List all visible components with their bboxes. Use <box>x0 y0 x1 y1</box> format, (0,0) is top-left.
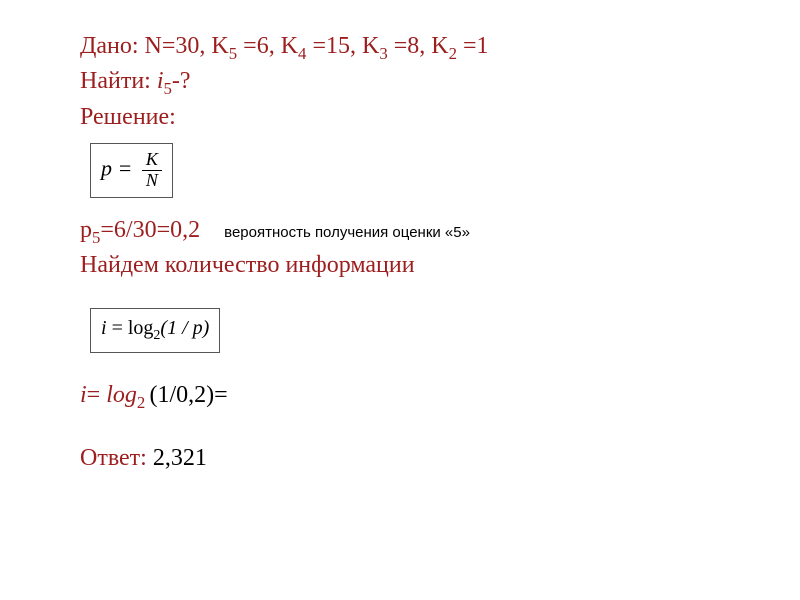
given-k4-var: K <box>281 33 298 59</box>
given-k3-val: =8, <box>388 33 426 59</box>
given-k5-sub: 5 <box>229 44 237 63</box>
given-k2-sub: 2 <box>449 44 457 63</box>
given-label: Дано: <box>80 33 139 59</box>
p5-expr: =6/30=0,2 <box>100 217 200 243</box>
formula-num: K <box>142 150 162 171</box>
formula2-eq: = log <box>107 317 154 339</box>
p5-line: p5=6/30=0,2 вероятность получения оценки… <box>80 214 740 249</box>
p5-var: p <box>80 217 92 243</box>
answer-value: 2,321 <box>147 445 207 471</box>
answer-label: Ответ: <box>80 445 147 471</box>
given-k2-var: K <box>431 33 448 59</box>
formula-p: p <box>101 156 112 181</box>
p5-note: вероятность получения оценки «5» <box>224 224 470 241</box>
find-label: Найти: <box>80 68 151 94</box>
calc-arg: (1/0,2)= <box>149 382 227 408</box>
given-k4-val: =15, <box>306 33 356 59</box>
given-k2-val: =1 <box>457 33 489 59</box>
calc-eq: = <box>87 382 107 408</box>
calc-sub: 2 <box>137 392 150 411</box>
find-q: -? <box>172 68 191 94</box>
find-var: i <box>157 68 164 94</box>
calc-i: i <box>80 382 87 408</box>
given-k3-var: K <box>362 33 379 59</box>
find-sub: 5 <box>164 79 172 98</box>
calc-line: i= log2 (1/0,2)= <box>80 379 740 414</box>
find-info-line: Найдем количество информации <box>80 249 740 281</box>
formula-information: i = log2(1 / p) <box>90 308 220 353</box>
calc-log: log <box>106 382 137 408</box>
given-k3-sub: 3 <box>379 44 387 63</box>
given-k5-var: K <box>211 33 228 59</box>
given-n: N=30, <box>145 33 206 59</box>
formula-eq: = <box>112 156 138 181</box>
given-line: Дано: N=30, K5 =6, K4 =15, K3 =8, K2 =1 <box>80 30 740 65</box>
formula-probability: p = KN <box>90 143 173 198</box>
find-line: Найти: i5-? <box>80 65 740 100</box>
formula-fraction: KN <box>142 150 162 191</box>
formula-den: N <box>142 171 162 191</box>
solution-label: Решение: <box>80 101 740 133</box>
given-k5-val: =6, <box>237 33 275 59</box>
answer-line: Ответ: 2,321 <box>80 442 740 474</box>
formula2-rest: (1 / p) <box>160 317 209 339</box>
slide-content: Дано: N=30, K5 =6, K4 =15, K3 =8, K2 =1 … <box>0 0 800 505</box>
